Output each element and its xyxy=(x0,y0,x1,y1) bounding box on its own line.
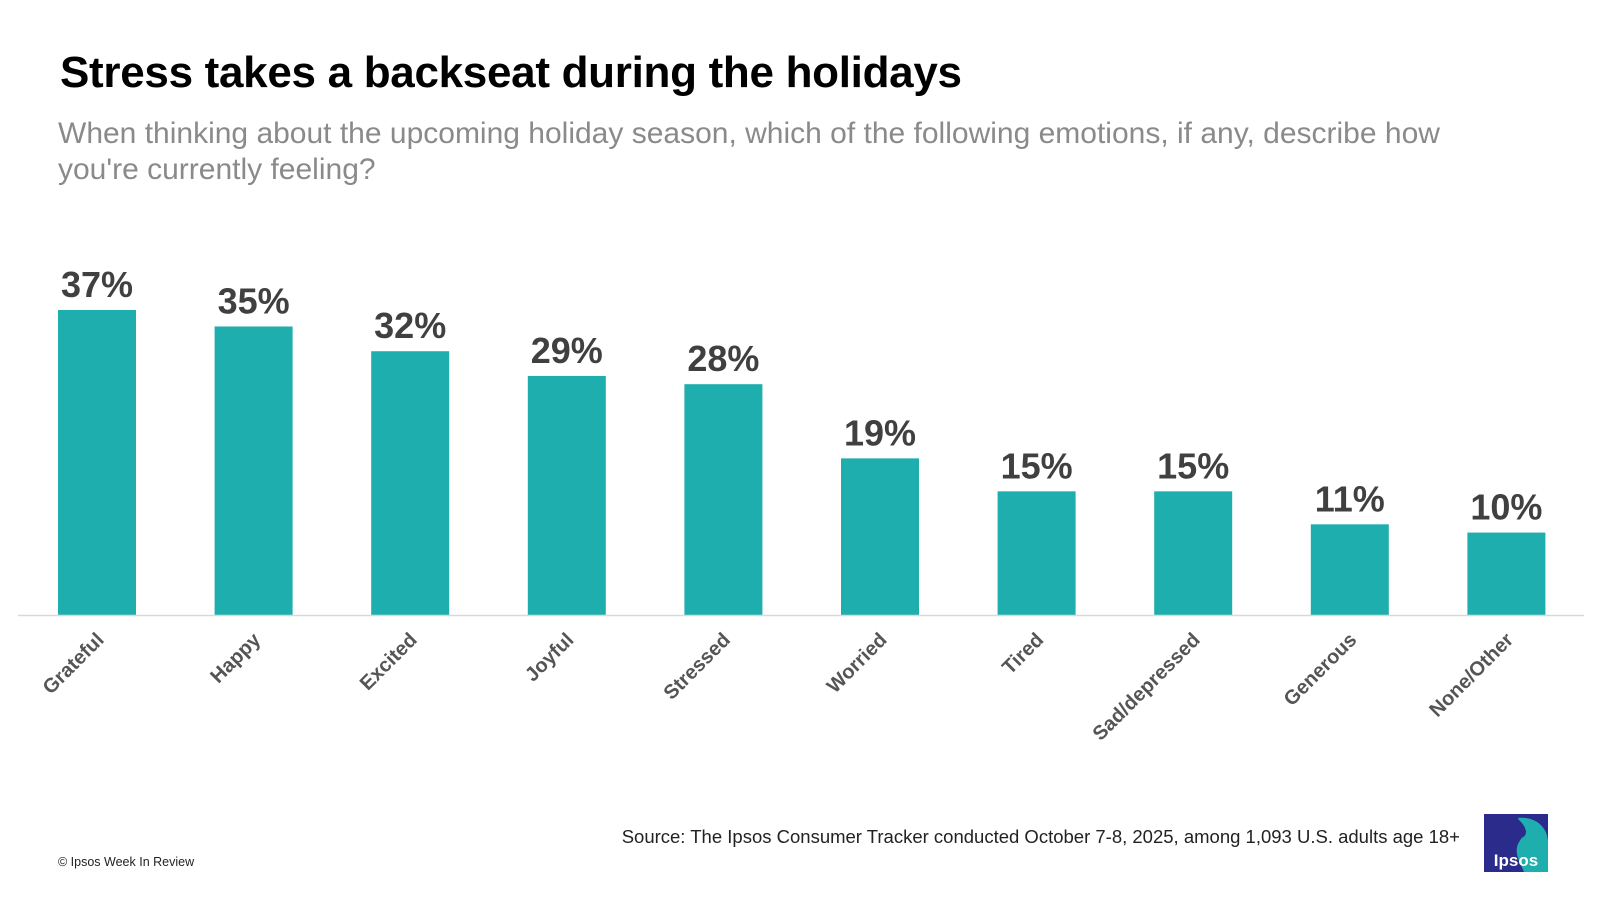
ipsos-logo: Ipsos xyxy=(1484,814,1548,872)
value-label: 19% xyxy=(844,412,916,453)
bar-worried xyxy=(841,458,919,615)
value-label: 10% xyxy=(1470,487,1542,528)
bar-excited xyxy=(371,351,450,615)
value-label: 35% xyxy=(218,280,290,321)
category-label: None/Other xyxy=(1425,629,1518,722)
bar-generous xyxy=(1310,524,1389,615)
category-label: Grateful xyxy=(39,629,109,699)
category-label: Tired xyxy=(998,629,1048,679)
category-label: Worried xyxy=(823,629,892,698)
chart-subtitle: When thinking about the upcoming holiday… xyxy=(58,117,1440,186)
category-labels-layer: Grateful Happy Excited Joyful Stressed Worrie… xyxy=(39,628,1518,745)
category-label: Generous xyxy=(1280,629,1362,711)
bars-layer xyxy=(58,310,1546,615)
value-label: 37% xyxy=(61,264,133,305)
category-label: Joyful xyxy=(521,629,578,686)
bar-joyful xyxy=(527,375,606,615)
value-label: 29% xyxy=(531,330,603,371)
bar-happy xyxy=(214,326,293,615)
value-label: 15% xyxy=(1001,445,1073,486)
value-label: 15% xyxy=(1157,445,1229,486)
copyright-note: © Ipsos Week In Review xyxy=(58,855,195,869)
bar-grateful xyxy=(58,310,136,615)
logo-text: Ipsos xyxy=(1494,851,1538,870)
category-label: Sad/depressed xyxy=(1089,629,1205,745)
bar-chart: 37% 35% 32% 29% 28% 19% 15% 15% 11% 10% Grateful H… xyxy=(18,264,1584,745)
category-label: Stressed xyxy=(660,629,735,704)
category-label: Happy xyxy=(206,628,265,687)
bar-none-other xyxy=(1467,532,1546,615)
bar-stressed xyxy=(684,384,763,615)
chart-title: Stress takes a backseat during the holid… xyxy=(60,48,962,97)
value-label: 32% xyxy=(374,305,446,346)
logo-teal-shape xyxy=(1516,817,1548,872)
category-label: Excited xyxy=(356,629,422,695)
bar-sad-depressed xyxy=(1154,491,1233,615)
value-label: 28% xyxy=(687,338,759,379)
bar-tired xyxy=(997,491,1076,615)
logo-head-shape xyxy=(1514,826,1526,838)
value-label: 11% xyxy=(1315,478,1385,519)
source-note: Source: The Ipsos Consumer Tracker condu… xyxy=(621,826,1460,847)
value-labels-layer: 37% 35% 32% 29% 28% 19% 15% 15% 11% 10% xyxy=(61,264,1542,528)
